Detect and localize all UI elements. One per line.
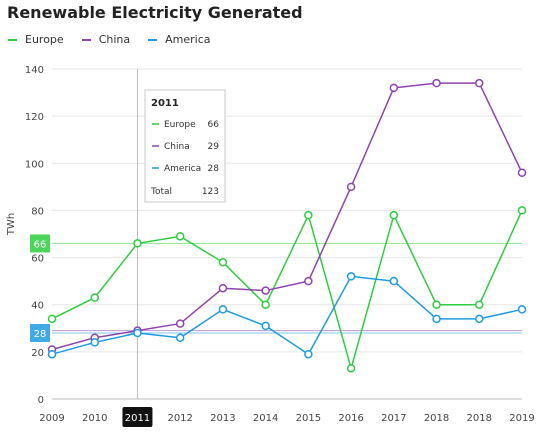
tooltip-series-value: 66 <box>208 120 220 130</box>
data-point-america[interactable] <box>218 305 228 314</box>
data-point-america[interactable] <box>261 321 270 331</box>
data-point-america[interactable] <box>475 314 484 324</box>
data-point-europe[interactable] <box>389 210 399 220</box>
y-tick-label: 120 <box>25 112 44 123</box>
tooltip-series-value: 28 <box>208 164 220 174</box>
data-point-china[interactable] <box>517 168 527 177</box>
y-tick-label: 140 <box>25 65 44 76</box>
series-line-china <box>51 82 523 351</box>
legend-swatch <box>148 38 158 41</box>
y-axis-label: TWh <box>6 213 17 236</box>
series-line-europe <box>51 210 523 370</box>
x-tick-label: 2015 <box>296 413 321 424</box>
tooltip-total-value: 123 <box>202 187 219 197</box>
data-point-america[interactable] <box>389 276 399 286</box>
series-line-america <box>51 275 523 355</box>
data-point-europe[interactable] <box>175 232 185 241</box>
data-point-china[interactable] <box>261 286 270 295</box>
tooltip-series-name: America <box>164 164 201 174</box>
legend-item-china[interactable]: China <box>81 33 131 46</box>
data-point-europe[interactable] <box>47 314 57 324</box>
y-tick-label: 40 <box>31 301 44 312</box>
data-point-china[interactable] <box>304 276 313 286</box>
axis-value-badge-label: 28 <box>34 329 47 340</box>
x-tick-label: 2018 <box>424 413 449 424</box>
legend-swatch <box>81 38 91 41</box>
data-point-america[interactable] <box>175 333 185 342</box>
hover-tooltip: 2011 Europe 66 China 29 America 28 Total 123 <box>144 89 226 203</box>
axis-value-badge-america <box>30 324 50 342</box>
data-point-europe[interactable] <box>346 364 356 373</box>
tooltip-title: 2011 <box>151 98 179 109</box>
data-point-china[interactable] <box>218 283 228 293</box>
y-tick-label: 80 <box>31 206 44 217</box>
legend-label: China <box>98 33 131 46</box>
data-point-america[interactable] <box>517 305 527 314</box>
data-point-europe[interactable] <box>90 293 99 302</box>
data-point-europe[interactable] <box>432 300 441 309</box>
tooltip-series-value: 29 <box>208 142 220 152</box>
chart-legend: Europe China America <box>8 33 210 46</box>
data-point-europe[interactable] <box>261 300 270 309</box>
x-tick-label: 2010 <box>82 413 107 424</box>
legend-item-america[interactable]: America <box>148 33 210 46</box>
tooltip-series-name: China <box>164 142 190 152</box>
data-point-america[interactable] <box>304 349 313 359</box>
legend-label: Europe <box>25 33 64 46</box>
data-point-europe[interactable] <box>475 300 484 309</box>
legend-item-europe[interactable]: Europe <box>8 33 64 46</box>
data-point-europe[interactable] <box>133 239 142 248</box>
data-point-america[interactable] <box>90 338 99 347</box>
x-tick-label: 2009 <box>39 413 64 424</box>
y-tick-label: 100 <box>25 159 44 170</box>
data-point-china[interactable] <box>389 83 399 93</box>
tooltip-box <box>144 89 226 203</box>
data-point-america[interactable] <box>346 272 356 281</box>
data-point-europe[interactable] <box>218 258 228 267</box>
axis-value-badge-label: 66 <box>34 239 47 250</box>
legend-label: America <box>165 33 211 46</box>
data-point-america[interactable] <box>432 314 441 324</box>
x-tick-label: 2013 <box>210 413 235 424</box>
y-tick-label: 0 <box>38 395 44 406</box>
x-tick-label-highlighted: 2011 <box>125 413 150 424</box>
data-point-china[interactable] <box>175 319 185 328</box>
x-tick-label: 2019 <box>509 413 534 424</box>
highlighted-x-tick-badge <box>122 407 153 427</box>
data-point-america[interactable] <box>47 349 57 359</box>
x-tick-label: 2016 <box>338 413 363 424</box>
axis-value-badge-europe <box>30 234 50 253</box>
data-point-china[interactable] <box>475 78 484 88</box>
legend-swatch <box>8 38 17 41</box>
x-tick-label: 2018 <box>467 413 492 424</box>
x-tick-label: 2014 <box>253 413 278 424</box>
y-tick-label: 60 <box>31 254 44 265</box>
y-tick-label: 20 <box>31 348 44 359</box>
x-tick-label: 2017 <box>381 413 406 424</box>
data-point-china[interactable] <box>346 182 356 192</box>
tooltip-total-label: Total <box>150 187 172 197</box>
data-point-europe[interactable] <box>304 210 313 220</box>
x-tick-label: 2012 <box>167 413 192 424</box>
data-point-europe[interactable] <box>517 206 527 215</box>
data-point-america[interactable] <box>133 328 142 338</box>
data-point-china[interactable] <box>432 78 441 88</box>
tooltip-series-name: Europe <box>164 120 196 130</box>
chart-title: Renewable Electricity Generated <box>7 3 303 22</box>
